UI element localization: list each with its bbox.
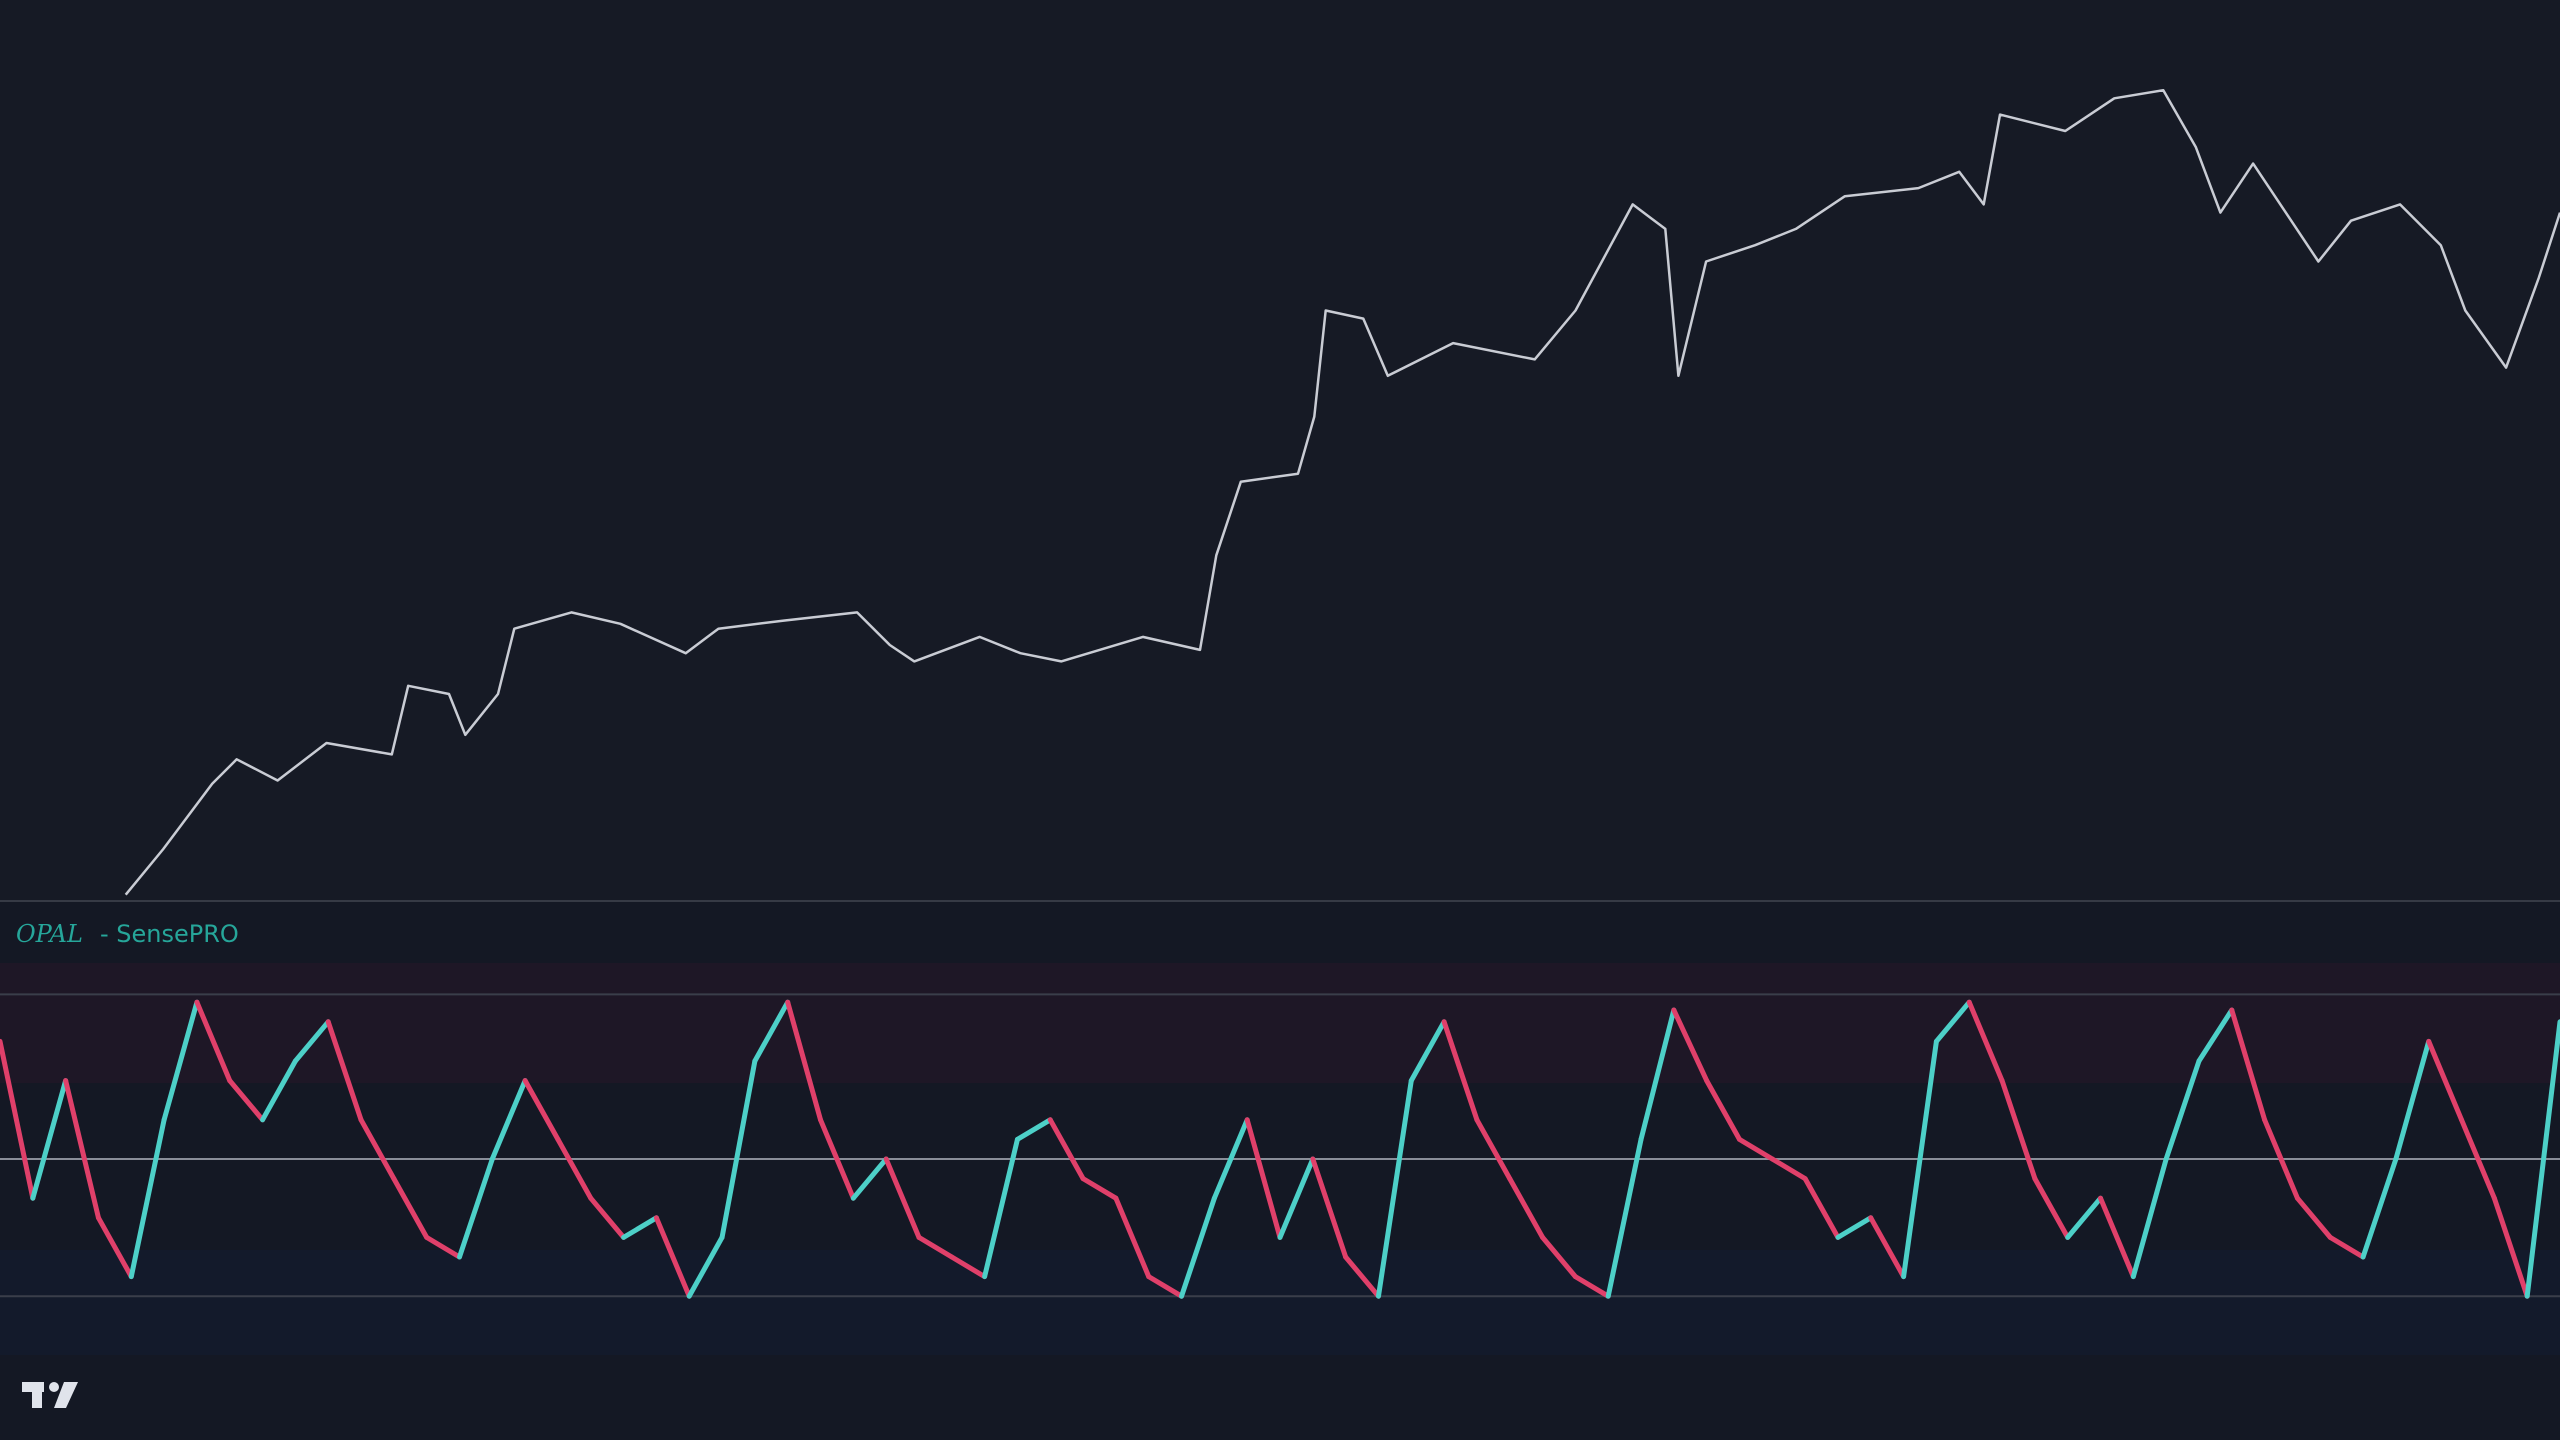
oscillator-segment	[1901, 1038, 1939, 1280]
oscillator-segment	[1605, 1136, 1644, 1299]
oscillator-segment	[588, 1195, 627, 1240]
oscillator-segment	[2491, 1195, 2530, 1299]
oscillator-segment	[1244, 1117, 1283, 1240]
oscillator-segment	[1441, 1019, 1480, 1123]
oscillator-segment	[128, 1117, 167, 1280]
oscillator-segment	[489, 1078, 528, 1162]
tradingview-logo	[22, 1382, 78, 1408]
oscillator-segment	[1047, 1117, 1086, 1182]
oscillator-segment	[1113, 1195, 1152, 1280]
oscillator-segment	[818, 1117, 856, 1201]
oscillator-segment	[1704, 1078, 1742, 1142]
oscillator-segment	[95, 1215, 134, 1280]
oscillator-segment	[1310, 1156, 1349, 1260]
oscillator-segment	[2032, 1176, 2071, 1240]
oscillator-segment	[358, 1117, 397, 1182]
oscillator-segment	[1474, 1117, 1513, 1182]
oscillator-segment	[2065, 1195, 2104, 1240]
oscillator-segment	[2098, 1195, 2136, 1280]
plot-area	[0, 88, 2560, 1299]
indicator-title: - SensePRO	[100, 920, 239, 948]
oscillator-segment	[30, 1078, 69, 1201]
oscillator-segment	[161, 999, 200, 1123]
oscillator-segment	[1868, 1215, 1907, 1280]
oscillator-segment	[850, 1156, 889, 1201]
oscillator-segment	[785, 999, 824, 1123]
oscillator-segment	[1671, 1007, 1710, 1084]
oscillator-segment	[982, 1136, 1020, 1280]
oscillator-segment	[424, 1234, 462, 1260]
oscillator-segment	[1211, 1117, 1250, 1201]
oscillator-segment	[1835, 1215, 1874, 1240]
oscillator-segment	[1375, 1078, 1414, 1299]
oscillator-segment	[1080, 1176, 1119, 1201]
oscillator-segment	[2393, 1038, 2432, 1162]
oscillator-segment	[63, 1078, 101, 1221]
oscillator-segment	[1802, 1176, 1841, 1240]
oscillator-segment	[0, 1038, 36, 1201]
oscillator-segment	[883, 1156, 922, 1240]
oscillator-segment	[949, 1254, 988, 1280]
oscillator-segment	[1507, 1176, 1546, 1240]
price-line	[124, 88, 2560, 896]
oscillator-segment	[325, 1019, 364, 1123]
oscillator-segment	[194, 999, 233, 1084]
oscillator-segment	[1408, 1019, 1447, 1084]
oscillator-segment	[686, 1234, 725, 1299]
oscillator-segment	[292, 1019, 331, 1064]
oscillator-segment	[1572, 1274, 1611, 1299]
oscillator-segment	[555, 1136, 594, 1201]
oscillator-segment	[1999, 1078, 2038, 1182]
oscillator-segment	[1540, 1234, 1578, 1280]
oscillator-segment	[1966, 999, 2005, 1084]
oscillator-segment	[522, 1078, 561, 1142]
oscillator-segment	[1014, 1117, 1053, 1142]
oscillator-segment	[719, 1058, 758, 1240]
oscillator-segment	[1933, 999, 1972, 1044]
oscillator-segment	[621, 1215, 659, 1240]
lower-zone	[0, 1250, 2560, 1355]
oscillator-segment	[1179, 1195, 1217, 1299]
upper-zone	[0, 963, 2560, 1083]
oscillator-segment	[2229, 1007, 2268, 1123]
oscillator-segment	[2130, 1156, 2169, 1280]
indicator-brand: OPAL	[16, 920, 83, 948]
oscillator-segment	[391, 1176, 430, 1240]
oscillator-segment	[653, 1215, 692, 1299]
oscillator-segment	[2459, 1117, 2497, 1201]
oscillator-segment	[1638, 1007, 1677, 1142]
oscillator-segment	[1277, 1156, 1316, 1240]
oscillator-segment	[752, 999, 791, 1064]
oscillator-segment	[916, 1234, 955, 1260]
oscillator-segment	[2196, 1007, 2235, 1064]
price-pane	[0, 0, 2560, 900]
oscillator-segment	[1146, 1274, 1185, 1299]
oscillator-segment	[2294, 1195, 2333, 1240]
oscillator-segment	[1736, 1136, 1775, 1162]
oscillator-segment	[1769, 1156, 1808, 1182]
oscillator-segment	[456, 1156, 495, 1260]
oscillator-segment	[1343, 1254, 1381, 1299]
oscillator-segment	[227, 1078, 266, 1123]
oscillator-segment	[260, 1058, 298, 1123]
oscillator-segment	[2262, 1117, 2300, 1201]
oscillator-segment	[2163, 1058, 2202, 1162]
oscillator-segment	[2327, 1234, 2366, 1260]
oscillator-segment	[2426, 1038, 2465, 1123]
oscillator-segment	[2360, 1156, 2399, 1260]
oscillator-segment	[2524, 1019, 2560, 1299]
